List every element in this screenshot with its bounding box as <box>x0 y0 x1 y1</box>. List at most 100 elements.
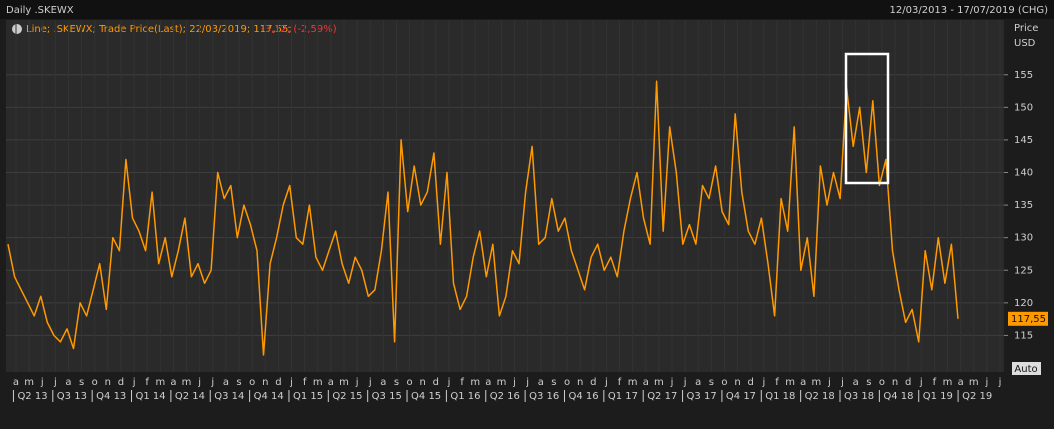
x-tick-label: j <box>197 377 201 388</box>
highlight-box <box>844 52 890 185</box>
x-tick-label: a <box>485 377 491 388</box>
marks <box>7 80 959 356</box>
x-tick-label: m <box>155 377 165 388</box>
quarter-label: Q3 13 <box>57 391 87 402</box>
x-tick-label: m <box>654 377 664 388</box>
x-tick-label: m <box>24 377 34 388</box>
quarter-label: Q2 17 <box>647 391 677 402</box>
x-tick-label: a <box>643 377 649 388</box>
chart-title: Daily .SKEWX <box>6 5 74 16</box>
quarter-label: Q4 17 <box>726 391 756 402</box>
x-tick-label: a <box>800 377 806 388</box>
x-tick-label: a <box>958 377 964 388</box>
x-tick-label: j <box>132 377 136 388</box>
x-tick-label: m <box>313 377 323 388</box>
quarter-label: Q1 15 <box>293 391 323 402</box>
quarter-label: Q4 13 <box>96 391 126 402</box>
x-tick-label: s <box>394 377 399 388</box>
x-tick-label: m <box>811 377 821 388</box>
date-range: 12/03/2013 - 17/07/2019 (CHG) <box>890 5 1049 16</box>
x-tick-label: j <box>984 377 988 388</box>
quarter-label: Q1 19 <box>923 391 953 402</box>
x-tick-label: d <box>275 377 281 388</box>
quarter-label: Q4 15 <box>411 391 441 402</box>
x-tick-label: f <box>618 377 622 388</box>
quarter-label: Q3 17 <box>687 391 717 402</box>
x-tick-label: d <box>905 377 911 388</box>
x-tick-label: j <box>998 377 1002 388</box>
y-tick-label: 150 <box>1014 102 1033 113</box>
legend-text: Line; .SKEWX; Trade Price(Last); 22/03/2… <box>26 24 292 35</box>
y-tick-label: 140 <box>1014 168 1033 179</box>
x-tick-label: j <box>827 377 831 388</box>
last-value-tag <box>1008 311 1048 326</box>
x-tick-label: n <box>105 377 111 388</box>
quarter-label: Q4 16 <box>568 391 598 402</box>
x-tick-label: f <box>933 377 937 388</box>
quarter-label: Q3 15 <box>372 391 402 402</box>
plot-area <box>6 20 1004 372</box>
x-tick-label: s <box>79 377 84 388</box>
x-tick-label: j <box>761 377 765 388</box>
quarter-label: Q2 16 <box>490 391 520 402</box>
y-tick-label: 125 <box>1014 265 1033 276</box>
header-bar <box>0 0 1054 19</box>
x-tick-label: d <box>748 377 754 388</box>
x-tick-label: j <box>447 377 451 388</box>
y-tick-label: 155 <box>1014 70 1033 81</box>
x-tick-label: m <box>470 377 480 388</box>
quarter-label: Q2 18 <box>805 391 835 402</box>
x-tick-label: o <box>721 377 727 388</box>
quarter-label: Q1 14 <box>136 391 166 402</box>
x-tick-label: s <box>866 377 871 388</box>
x-tick-label: m <box>628 377 638 388</box>
x-tick-label: o <box>564 377 570 388</box>
x-tick-label: a <box>170 377 176 388</box>
auto-button[interactable] <box>1012 362 1041 375</box>
x-tick-label: o <box>879 377 885 388</box>
x-tick-label: s <box>709 377 714 388</box>
x-tick-label: n <box>892 377 898 388</box>
x-tick-label: m <box>339 377 349 388</box>
x-tick-label: m <box>182 377 192 388</box>
x-tick-label: f <box>303 377 307 388</box>
quarter-label: Q3 16 <box>529 391 559 402</box>
x-tick-label: j <box>604 377 608 388</box>
grid <box>6 20 1008 372</box>
legend-icon <box>12 24 22 34</box>
legend-change: -3,12; (-2,59%) <box>261 24 337 35</box>
x-tick-label: m <box>969 377 979 388</box>
quarter-label: Q3 14 <box>214 391 244 402</box>
x-tick-label: o <box>249 377 255 388</box>
x-tick-label: j <box>919 377 923 388</box>
x-tick-label: a <box>695 377 701 388</box>
x-tick-label: j <box>289 377 293 388</box>
x-tick-label: f <box>460 377 464 388</box>
y-tick-label: 130 <box>1014 233 1033 244</box>
quarter-label: Q1 17 <box>608 391 638 402</box>
x-tick-label: f <box>145 377 149 388</box>
auto-button-label[interactable]: Auto <box>1014 364 1037 375</box>
last-value-label: 117,55 <box>1011 314 1046 325</box>
x-tick-label: j <box>355 377 359 388</box>
quarter-label: Q2 13 <box>17 391 47 402</box>
quarter-label: Q2 19 <box>962 391 992 402</box>
quarter-label: Q1 16 <box>450 391 480 402</box>
x-tick-label: j <box>368 377 372 388</box>
x-tick-label: m <box>497 377 507 388</box>
x-tick-label: n <box>734 377 740 388</box>
x-tick-label: a <box>223 377 229 388</box>
x-tick-label: j <box>40 377 44 388</box>
quarter-label: Q4 18 <box>883 391 913 402</box>
x-tick-label: d <box>433 377 439 388</box>
x-tick-label: a <box>328 377 334 388</box>
x-tick-label: j <box>670 377 674 388</box>
x-tick-label: j <box>512 377 516 388</box>
x-tick-label: m <box>943 377 953 388</box>
x-tick-label: a <box>13 377 19 388</box>
x-tick-label: j <box>210 377 214 388</box>
quarter-label: Q2 14 <box>175 391 205 402</box>
price-line <box>7 80 959 356</box>
